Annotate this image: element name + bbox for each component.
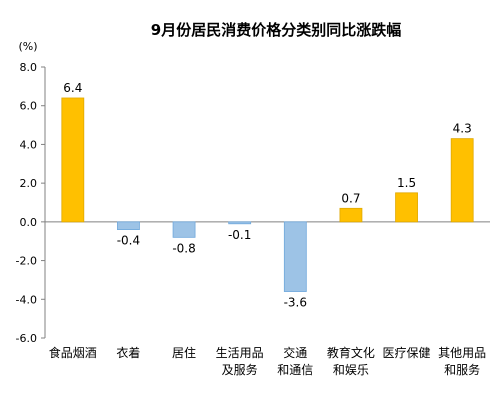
y-tick-label: -2.0 [16, 255, 37, 268]
bars [61, 97, 474, 292]
x-category-label-line: 食品烟酒 [49, 345, 97, 360]
x-category-label: 其他用品和服务 [438, 346, 486, 377]
x-category-label: 交通和通信 [277, 345, 313, 377]
y-axis-unit-label: (%) [18, 40, 37, 53]
x-category-label-line: 及服务 [222, 362, 258, 377]
y-tick-label: 8.0 [20, 61, 38, 74]
y-tick-label: -4.0 [16, 293, 37, 306]
x-category-label-line: 衣着 [116, 345, 140, 360]
data-label: 6.4 [63, 81, 82, 95]
bar [450, 138, 474, 223]
bar [172, 221, 196, 238]
x-category-label: 医疗保健 [383, 346, 431, 360]
chart-title: 9月份居民消费价格分类别同比涨跌幅 [151, 21, 401, 39]
x-category-label-line: 医疗保健 [383, 346, 431, 360]
bar [395, 192, 418, 223]
y-tick-label: 0.0 [20, 216, 38, 229]
y-tick-label: 2.0 [20, 177, 38, 190]
data-label: -0.1 [228, 228, 251, 242]
x-category-label: 生活用品及服务 [216, 346, 264, 377]
x-category-label: 食品烟酒 [49, 345, 97, 360]
bar [61, 97, 85, 223]
x-category-label-line: 教育文化 [327, 345, 375, 360]
y-tick-label: 4.0 [20, 138, 38, 151]
x-category-label-line: 交通 [283, 345, 307, 360]
bar [283, 221, 307, 292]
data-label: 1.5 [397, 176, 416, 190]
x-category-label-line: 其他用品 [438, 346, 486, 360]
data-label: -3.6 [284, 296, 307, 310]
x-category-label: 居住 [172, 346, 196, 360]
labels: 6.4 -0.4 -0.8 -0.1 -3.6 0.7 1.5 4.3 食品烟酒 衣着 居住 生活用品… [49, 81, 486, 377]
axes: 8.0 6.0 4.0 2.0 0.0 -2.0 -4.0 -6.0 [16, 61, 490, 345]
data-label: 0.7 [341, 191, 360, 205]
x-category-label: 衣着 [116, 345, 140, 360]
x-category-label: 教育文化和娱乐 [327, 345, 375, 377]
data-label: -0.4 [117, 234, 140, 248]
data-label: 4.3 [453, 122, 472, 136]
x-category-label-line: 生活用品 [216, 346, 264, 360]
data-label: -0.8 [172, 241, 195, 255]
y-tick-label: -6.0 [16, 332, 37, 345]
bar [117, 221, 140, 231]
x-category-label-line: 和娱乐 [333, 363, 369, 377]
x-category-label-line: 和通信 [277, 363, 313, 377]
y-tick-label: 6.0 [20, 100, 38, 113]
bar [339, 207, 363, 223]
bar [228, 221, 252, 225]
x-category-label-line: 居住 [172, 346, 196, 360]
x-category-label-line: 和服务 [444, 362, 480, 377]
